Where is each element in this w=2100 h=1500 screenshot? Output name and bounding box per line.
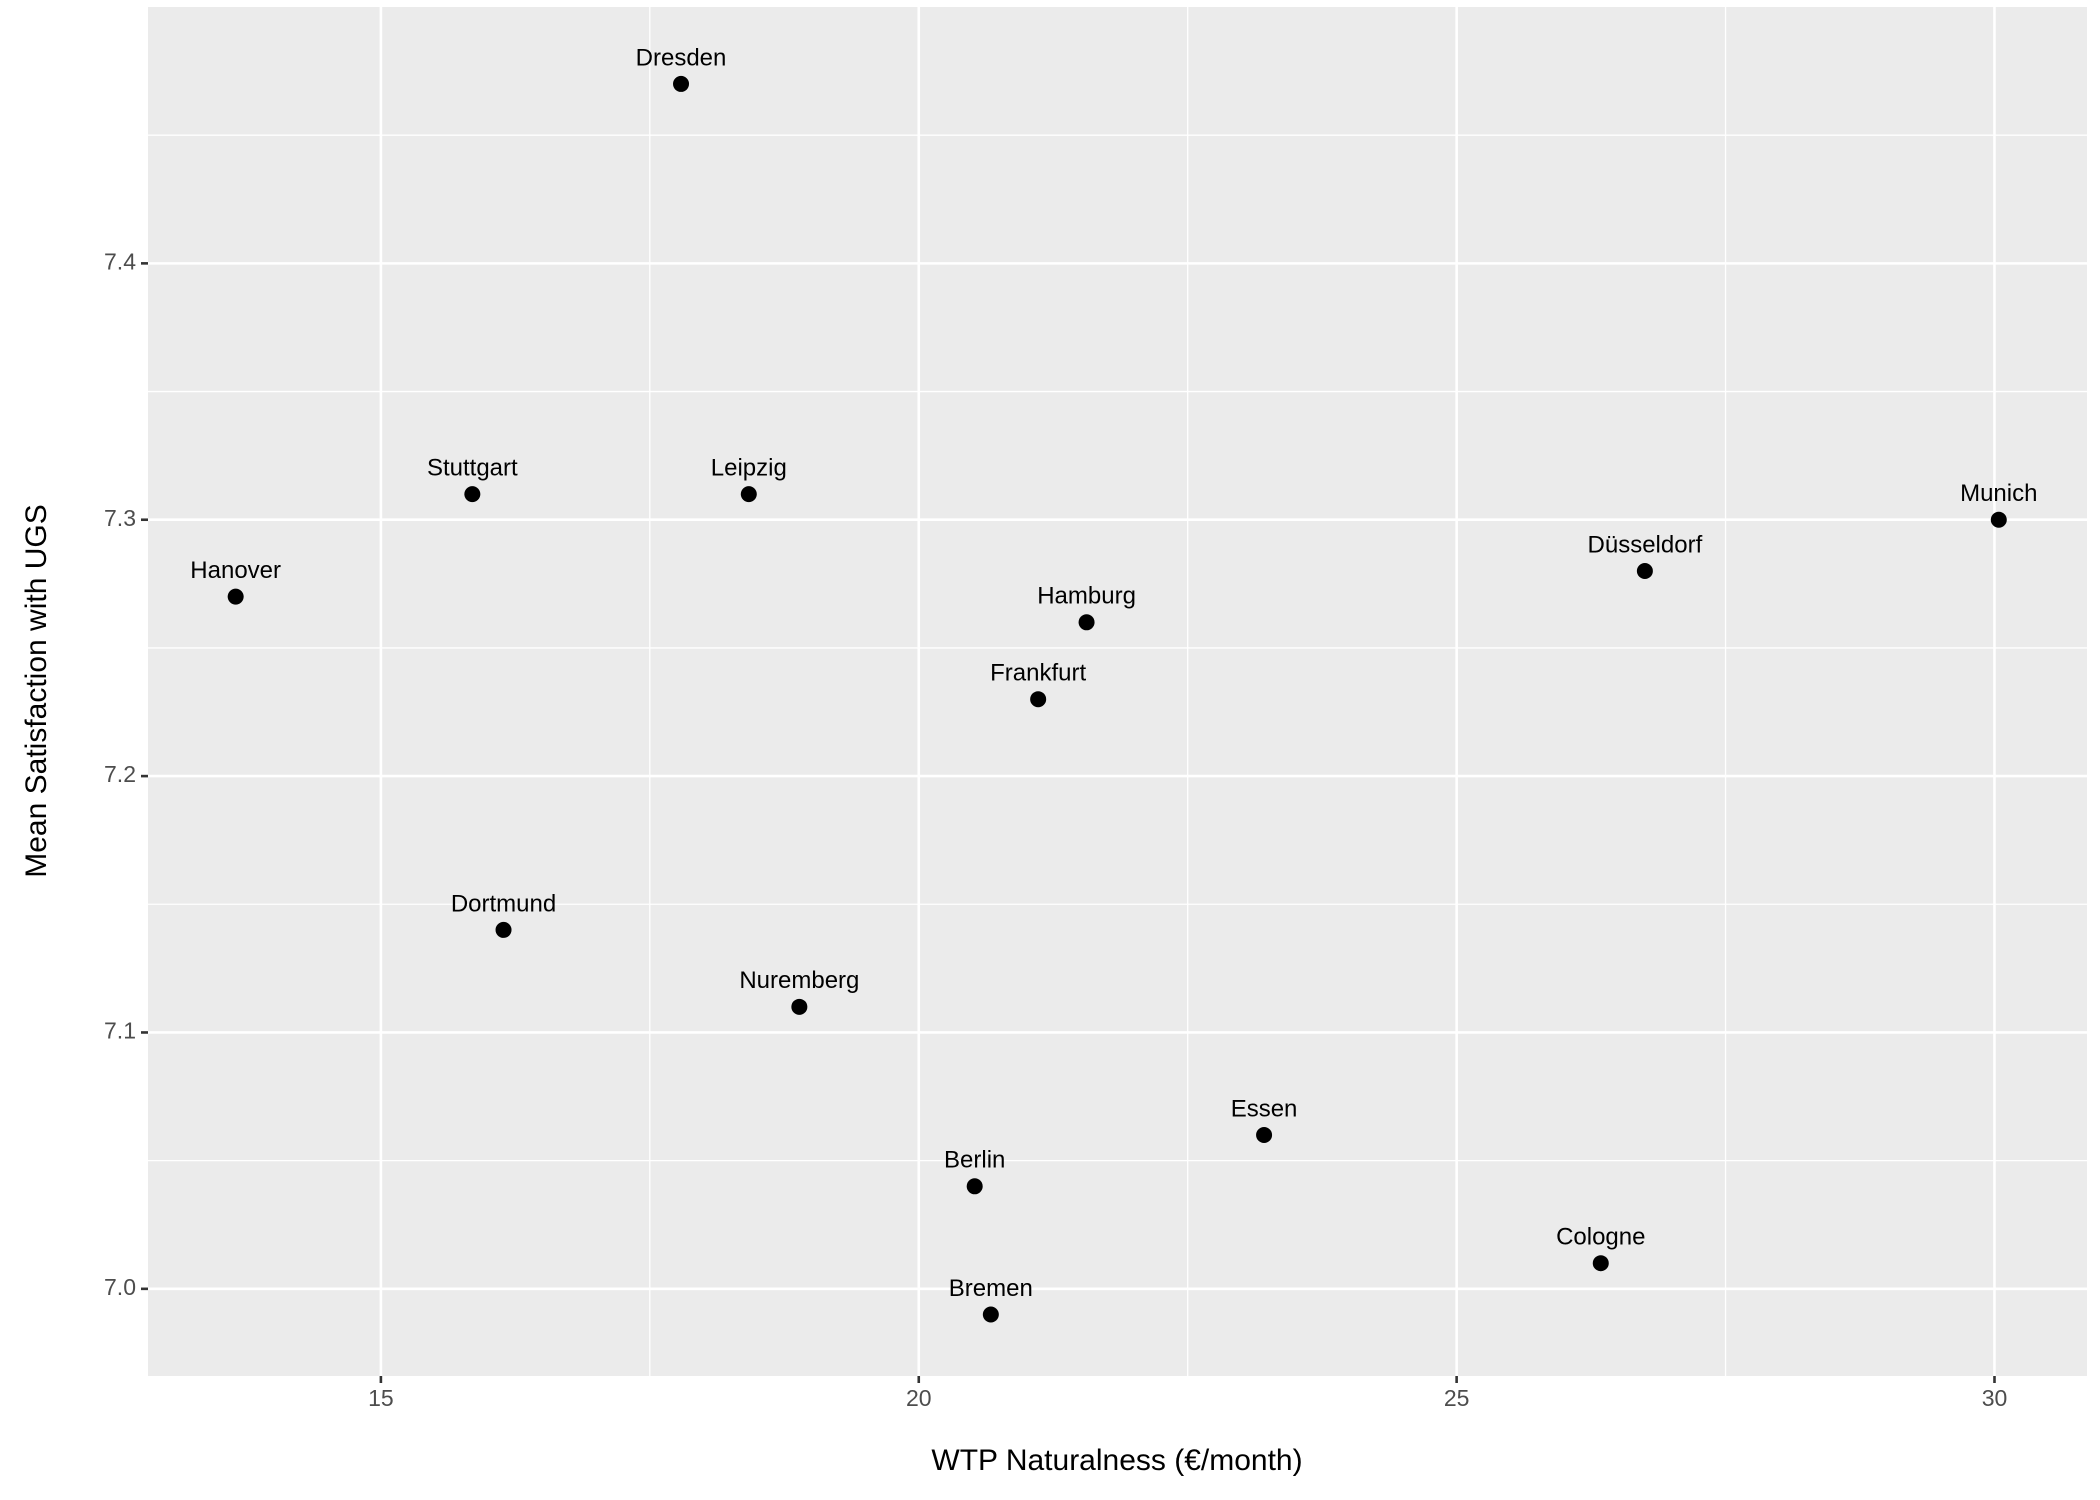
point-label: Stuttgart [427,454,518,481]
x-tick-label: 25 [1444,1385,1470,1411]
point [1030,691,1047,708]
y-axis-title: Mean Satisfaction with UGS [20,504,53,878]
y-tick-label: 7.1 [104,1018,136,1044]
point [495,921,512,938]
x-tick-label: 30 [1982,1385,2008,1411]
point [1990,511,2007,528]
point [227,588,244,605]
point [673,75,690,92]
point-label: Frankfurt [990,660,1086,687]
point-label: Hamburg [1037,583,1136,610]
x-tick-label: 20 [906,1385,932,1411]
point-label: Cologne [1556,1224,1645,1251]
point [464,486,481,503]
point [1636,563,1653,580]
plot-panel [148,7,2087,1376]
point [740,486,757,503]
point [1256,1127,1273,1144]
point [1592,1255,1609,1272]
point-label: Berlin [944,1147,1005,1174]
x-axis-title: WTP Naturalness (€/month) [931,1444,1302,1477]
point-label: Leipzig [711,454,787,481]
point-label: Dortmund [451,890,556,917]
y-tick-label: 7.0 [104,1274,136,1300]
point [982,1306,999,1323]
y-tick-label: 7.2 [104,761,136,787]
point-label: Essen [1231,1095,1298,1122]
point [1078,614,1095,631]
y-tick-label: 7.4 [104,248,136,274]
point [966,1178,983,1195]
point-label: Nuremberg [739,967,859,994]
point-label: Bremen [949,1275,1033,1302]
point [791,998,808,1015]
point-label: Dresden [636,44,727,71]
point-label: Düsseldorf [1588,531,1703,558]
x-tick-label: 15 [368,1385,394,1411]
y-tick-label: 7.3 [104,505,136,531]
point-label: Munich [1960,480,2037,507]
point-label: Hanover [190,557,281,584]
